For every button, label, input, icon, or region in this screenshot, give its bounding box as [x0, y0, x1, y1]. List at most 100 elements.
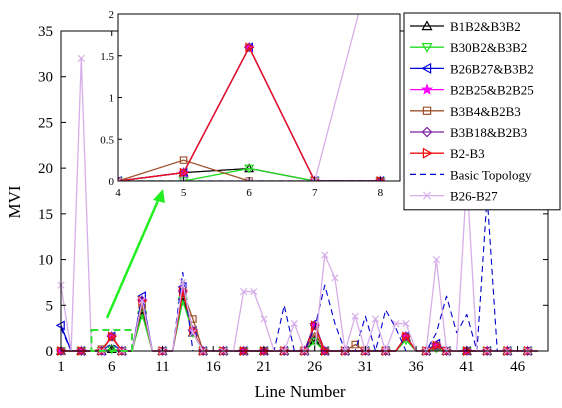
legend-entry: B1B2&B3B2 [410, 19, 521, 34]
legend-marker [422, 106, 432, 115]
inset-x-tick-label: 6 [246, 187, 252, 199]
inset-series-8 [118, 14, 360, 181]
inset-series-point [245, 42, 255, 53]
inset-series-point [179, 177, 188, 181]
x-tick-label: 16 [206, 359, 222, 375]
legend-entry: B26-B27 [410, 189, 498, 204]
legend-marker [421, 20, 433, 31]
legend-entry: B3B18&B2B3 [410, 125, 527, 140]
y-tick-label: 15 [38, 207, 53, 223]
legend-entry: Basic Topology [410, 167, 532, 182]
series-point [260, 315, 268, 323]
inset-series-line [118, 14, 360, 181]
y-axis-title: MVI [5, 185, 24, 218]
inset-y-tick-label: 1.5 [100, 51, 114, 63]
inset-series-line [118, 45, 381, 181]
legend-label: Basic Topology [450, 167, 532, 182]
y-tick-label: 35 [38, 24, 53, 40]
series-point [351, 312, 359, 320]
inset-x-tick-label: 5 [181, 187, 187, 199]
inset-y-tick-label: 2 [109, 9, 115, 21]
legend-marker [421, 43, 433, 53]
series-point [321, 251, 329, 259]
legend-entry: B3B4&B2B3 [410, 104, 521, 119]
series-point [179, 278, 187, 287]
legend-marker [420, 83, 434, 95]
y-tick-label: 20 [38, 161, 53, 177]
x-tick-label: 6 [108, 359, 116, 375]
x-axis-title: Line Number [254, 382, 345, 401]
inset-series-line [118, 159, 381, 181]
legend-label: B1B2&B3B2 [450, 19, 521, 34]
inset-series-point [245, 177, 253, 181]
inset-series-point [179, 156, 188, 164]
x-tick-label: 1 [57, 359, 65, 375]
series-point [77, 54, 85, 63]
series-point [309, 338, 320, 348]
series-point [309, 334, 320, 344]
inset-y-tick-label: 0 [109, 176, 115, 188]
series-point [402, 331, 412, 342]
inset-series-point [245, 177, 253, 181]
series-point [250, 287, 258, 296]
legend-label: B2B25&B2B25 [450, 83, 534, 98]
legend-label: B2-B3 [450, 146, 485, 161]
zoom-rect [90, 328, 134, 353]
inset-series-point [179, 167, 189, 178]
series-point [331, 274, 339, 282]
legend-label: B26-B27 [450, 189, 498, 204]
series-point [189, 329, 197, 337]
series-point [392, 319, 400, 328]
inset-series-point [244, 164, 255, 174]
series-point [351, 340, 360, 349]
series-point [240, 287, 248, 296]
zoom-highlight [90, 189, 165, 353]
inset-series-line [118, 167, 381, 181]
legend-entry: B2-B3 [410, 146, 485, 161]
legend-label: B3B18&B2B3 [450, 125, 527, 140]
zoom-arrowhead [153, 189, 165, 203]
series-point [107, 331, 117, 342]
legend-marker [422, 147, 433, 159]
series-point [138, 297, 146, 305]
series-point [402, 319, 410, 328]
legend-entry: B2B25&B2B25 [410, 83, 534, 98]
legend-entry: B26B27&B3B2 [410, 61, 534, 76]
y-tick-label: 30 [38, 70, 53, 86]
inset-x-tick-label: 4 [115, 187, 121, 199]
legend-label: B30B2&B3B2 [450, 40, 527, 55]
x-tick-label: 21 [256, 359, 271, 375]
inset-series [118, 14, 386, 181]
legend-entry: B30B2&B3B2 [410, 40, 527, 55]
legend-label: B26B27&B3B2 [450, 61, 534, 76]
x-tick-label: 26 [307, 359, 323, 375]
series-point [290, 319, 298, 328]
y-tick-label: 5 [46, 298, 54, 314]
series-point [371, 315, 380, 323]
y-tick-label: 10 [38, 253, 53, 269]
inset-y-tick-label: 1 [109, 93, 115, 105]
y-tick-label: 25 [38, 115, 53, 131]
x-tick-label: 31 [358, 359, 373, 375]
inset-area [118, 14, 400, 181]
inset-plot: 4 5 6 7 8 0 0.5 1 1.5 2 [100, 9, 401, 199]
inset-series-point [118, 177, 122, 181]
inset-y-tick-label: 0.5 [100, 134, 114, 146]
series-point [432, 255, 441, 264]
inset-x-tick-label: 8 [378, 187, 384, 199]
y-tick-label: 0 [46, 344, 54, 360]
inset-x-tick-label: 7 [312, 187, 318, 199]
legend-label: B3B4&B2B3 [450, 104, 521, 119]
legend: B1B2&B3B2 B30B2&B3B2 B26B27&B3B2 B2B25&B2B2… [403, 12, 561, 211]
x-tick-label: 36 [409, 359, 425, 375]
x-tick-label: 11 [155, 359, 169, 375]
series-point [178, 286, 188, 297]
inset-series-point [311, 177, 319, 181]
series-line [60, 57, 538, 352]
series-point [106, 345, 117, 355]
legend-marker [422, 191, 432, 200]
x-tick-label: 46 [510, 359, 526, 375]
series-point [432, 340, 442, 351]
